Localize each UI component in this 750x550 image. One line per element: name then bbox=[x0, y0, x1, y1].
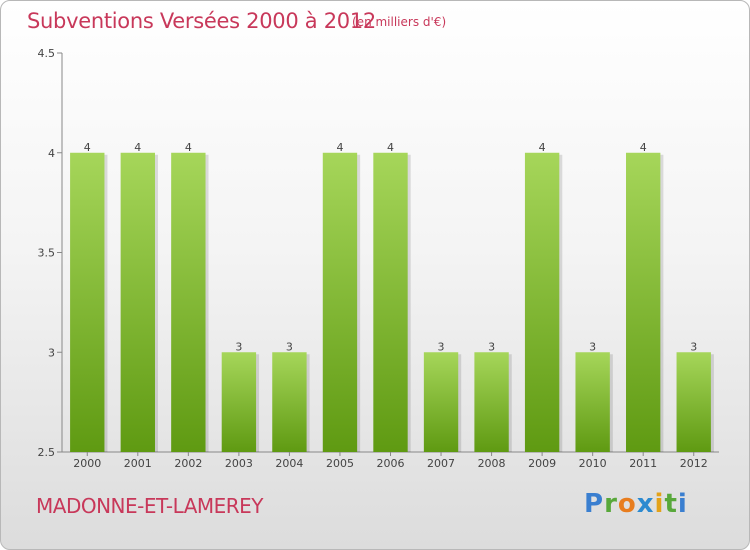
x-tick-label: 2000 bbox=[73, 457, 101, 470]
unit-note: (en milliers d'€) bbox=[352, 15, 447, 29]
bar bbox=[676, 352, 711, 452]
data-label: 4 bbox=[640, 141, 647, 154]
data-label: 4 bbox=[336, 141, 343, 154]
x-tick-label: 2002 bbox=[174, 457, 202, 470]
chart-title: Subventions Versées 2000 à 2012 bbox=[27, 9, 376, 33]
bars bbox=[70, 152, 714, 452]
logo-letter: i bbox=[677, 489, 688, 519]
x-tick-label: 2012 bbox=[680, 457, 708, 470]
y-tick-label: 4 bbox=[48, 147, 55, 160]
x-tick-label: 2009 bbox=[528, 457, 556, 470]
bar bbox=[70, 152, 105, 452]
x-tick-label: 2004 bbox=[275, 457, 303, 470]
logo-letter: t bbox=[664, 489, 678, 519]
y-tick-label: 3 bbox=[48, 346, 55, 359]
x-tick-label: 2010 bbox=[579, 457, 607, 470]
data-label: 4 bbox=[134, 141, 141, 154]
logo-letter: P bbox=[584, 489, 605, 519]
data-label: 3 bbox=[690, 340, 697, 353]
y-tick-label: 3.5 bbox=[38, 247, 56, 260]
x-tick-label: 2007 bbox=[427, 457, 455, 470]
data-label: 3 bbox=[488, 340, 495, 353]
logo-letter: o bbox=[617, 489, 637, 519]
data-label: 3 bbox=[589, 340, 596, 353]
bar bbox=[221, 352, 257, 452]
data-label: 4 bbox=[84, 141, 91, 154]
y-tick-label: 2.5 bbox=[38, 446, 56, 459]
commune-name: MADONNE-ET-LAMEREY bbox=[36, 494, 264, 518]
data-label: 3 bbox=[286, 340, 293, 353]
x-tick-label: 2006 bbox=[377, 457, 405, 470]
bar bbox=[373, 152, 408, 452]
x-tick-label: 2011 bbox=[629, 457, 657, 470]
bar bbox=[322, 152, 358, 452]
logo-letter: x bbox=[636, 489, 655, 519]
bar bbox=[524, 152, 560, 452]
labels: 4 2000 4 2001 4 2002 3 2003 3 2004 4 2005 4 2006 3 2007… bbox=[73, 141, 707, 470]
data-label: 4 bbox=[185, 141, 192, 154]
bar bbox=[423, 352, 459, 452]
x-tick-label: 2008 bbox=[478, 457, 506, 470]
x-tick-label: 2001 bbox=[124, 457, 152, 470]
bar bbox=[474, 352, 509, 452]
bar bbox=[626, 152, 661, 452]
x-tick-label: 2003 bbox=[225, 457, 253, 470]
bar bbox=[575, 352, 610, 452]
data-label: 3 bbox=[438, 340, 445, 353]
logo-letter: r bbox=[604, 489, 618, 519]
bar bbox=[272, 352, 307, 452]
bar bbox=[120, 152, 155, 452]
y-tick-label: 4.5 bbox=[38, 47, 56, 60]
data-label: 3 bbox=[235, 340, 242, 353]
x-tick-label: 2005 bbox=[326, 457, 354, 470]
bar bbox=[171, 152, 206, 452]
data-label: 4 bbox=[387, 141, 394, 154]
logo-letter: i bbox=[654, 489, 665, 519]
proxiti-logo[interactable]: Proxiti bbox=[584, 489, 688, 519]
data-label: 4 bbox=[539, 141, 546, 154]
